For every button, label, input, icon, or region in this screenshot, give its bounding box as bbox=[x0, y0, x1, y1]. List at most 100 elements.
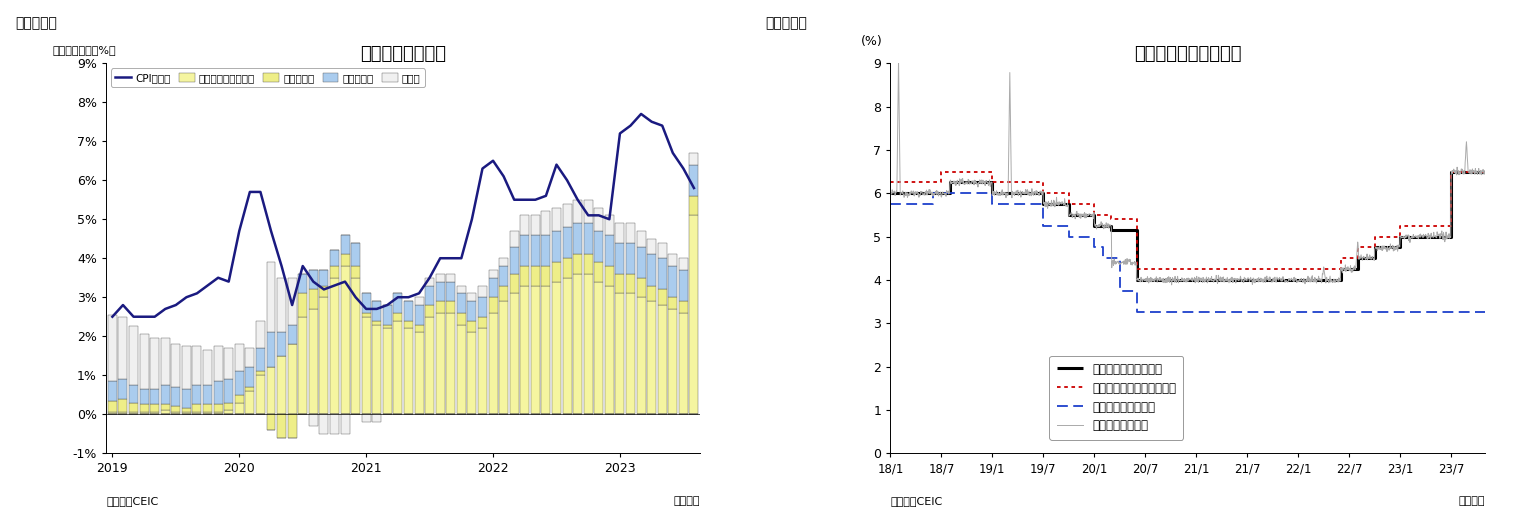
Bar bbox=[203, 412, 212, 414]
Bar bbox=[415, 325, 424, 333]
Bar bbox=[594, 208, 603, 231]
レポ金利（政策金利） bbox=[1332, 266, 1350, 272]
限界貸出ファシリティ金利 bbox=[1332, 266, 1350, 272]
Bar bbox=[235, 372, 244, 395]
限界貸出ファシリティ金利 bbox=[1085, 212, 1103, 218]
Bar bbox=[320, 286, 329, 297]
Bar bbox=[436, 274, 445, 281]
Bar bbox=[541, 266, 550, 286]
Bar bbox=[235, 403, 244, 414]
Bar bbox=[118, 317, 127, 379]
Bar bbox=[668, 297, 677, 309]
リバース・レポ金利 bbox=[1059, 233, 1077, 240]
Bar bbox=[118, 398, 127, 412]
レポ金利（政策金利） bbox=[941, 190, 959, 197]
Bar bbox=[573, 274, 582, 414]
リバース・レポ金利 bbox=[1110, 255, 1129, 261]
Bar bbox=[498, 258, 508, 266]
Bar bbox=[394, 313, 403, 320]
Bar bbox=[245, 387, 255, 391]
Bar bbox=[604, 216, 614, 235]
Bar bbox=[689, 153, 698, 164]
Bar bbox=[139, 412, 148, 414]
Bar bbox=[267, 367, 276, 414]
Bar bbox=[108, 381, 117, 401]
Bar bbox=[658, 258, 667, 289]
Bar bbox=[320, 270, 329, 286]
限界貸出ファシリティ金利 bbox=[1289, 266, 1307, 272]
Bar bbox=[636, 247, 645, 278]
Text: （資料）CEIC: （資料）CEIC bbox=[106, 496, 158, 506]
Bar bbox=[139, 389, 148, 405]
限界貸出ファシリティ金利 bbox=[882, 179, 900, 186]
Bar bbox=[383, 305, 392, 325]
Bar bbox=[277, 333, 286, 356]
Bar bbox=[309, 270, 318, 289]
Bar bbox=[405, 328, 414, 414]
Bar bbox=[647, 239, 656, 255]
レポ金利（政策金利） bbox=[1442, 233, 1460, 240]
Bar bbox=[341, 266, 350, 414]
Text: （図表４）: （図表４） bbox=[765, 16, 807, 30]
Bar bbox=[224, 411, 233, 414]
Bar bbox=[330, 250, 339, 266]
銀行間翌日物金利 bbox=[889, 56, 907, 63]
Bar bbox=[277, 356, 286, 414]
Bar bbox=[647, 301, 656, 414]
Bar bbox=[668, 309, 677, 414]
CPI上昇率 bbox=[685, 185, 703, 191]
Bar bbox=[468, 320, 476, 333]
レポ金利（政策金利） bbox=[941, 179, 959, 186]
Bar bbox=[426, 317, 435, 414]
Bar bbox=[245, 367, 255, 387]
レポ金利（政策金利） bbox=[1035, 190, 1053, 197]
レポ金利（政策金利） bbox=[1059, 212, 1077, 218]
銀行間翌日物金利 bbox=[1162, 282, 1180, 288]
レポ金利（政策金利） bbox=[1332, 277, 1350, 283]
レポ金利（政策金利） bbox=[1391, 233, 1409, 240]
Bar bbox=[541, 286, 550, 414]
Bar bbox=[679, 258, 688, 270]
Bar bbox=[373, 325, 382, 414]
限界貸出ファシリティ金利 bbox=[1127, 216, 1145, 222]
Bar bbox=[436, 281, 445, 301]
Bar bbox=[256, 320, 265, 348]
Bar bbox=[320, 414, 329, 434]
限界貸出ファシリティ金利 bbox=[1103, 216, 1121, 222]
レポ金利（政策金利） bbox=[1035, 201, 1053, 207]
限界貸出ファシリティ金利 bbox=[1332, 255, 1350, 261]
Bar bbox=[679, 301, 688, 313]
レポ金利（政策金利） bbox=[1391, 244, 1409, 250]
リバース・レポ金利 bbox=[1094, 255, 1112, 261]
Bar bbox=[530, 286, 539, 414]
Bar bbox=[203, 405, 212, 412]
Bar bbox=[520, 235, 529, 266]
Bar bbox=[636, 297, 645, 414]
Bar bbox=[615, 223, 624, 242]
Bar bbox=[171, 387, 180, 406]
Bar bbox=[150, 412, 159, 414]
Bar bbox=[594, 281, 603, 414]
Title: 政策金利と銀行間金利: 政策金利と銀行間金利 bbox=[1133, 45, 1241, 63]
Bar bbox=[118, 412, 127, 414]
Bar bbox=[415, 297, 424, 305]
Bar bbox=[426, 286, 435, 305]
Bar bbox=[351, 278, 361, 414]
Bar bbox=[330, 414, 339, 434]
Bar bbox=[615, 294, 624, 414]
Bar bbox=[458, 313, 465, 325]
限界貸出ファシリティ金利 bbox=[932, 179, 950, 186]
Bar bbox=[436, 313, 445, 414]
Bar bbox=[224, 379, 233, 403]
Bar bbox=[118, 379, 127, 398]
Bar bbox=[362, 414, 371, 422]
Bar bbox=[636, 278, 645, 297]
Bar bbox=[530, 266, 539, 286]
Bar bbox=[415, 305, 424, 325]
Bar bbox=[298, 294, 308, 317]
Bar bbox=[341, 255, 350, 266]
Bar bbox=[458, 325, 465, 414]
銀行間翌日物金利 bbox=[1156, 275, 1174, 281]
Bar bbox=[468, 294, 476, 301]
リバース・レポ金利 bbox=[983, 190, 1001, 197]
